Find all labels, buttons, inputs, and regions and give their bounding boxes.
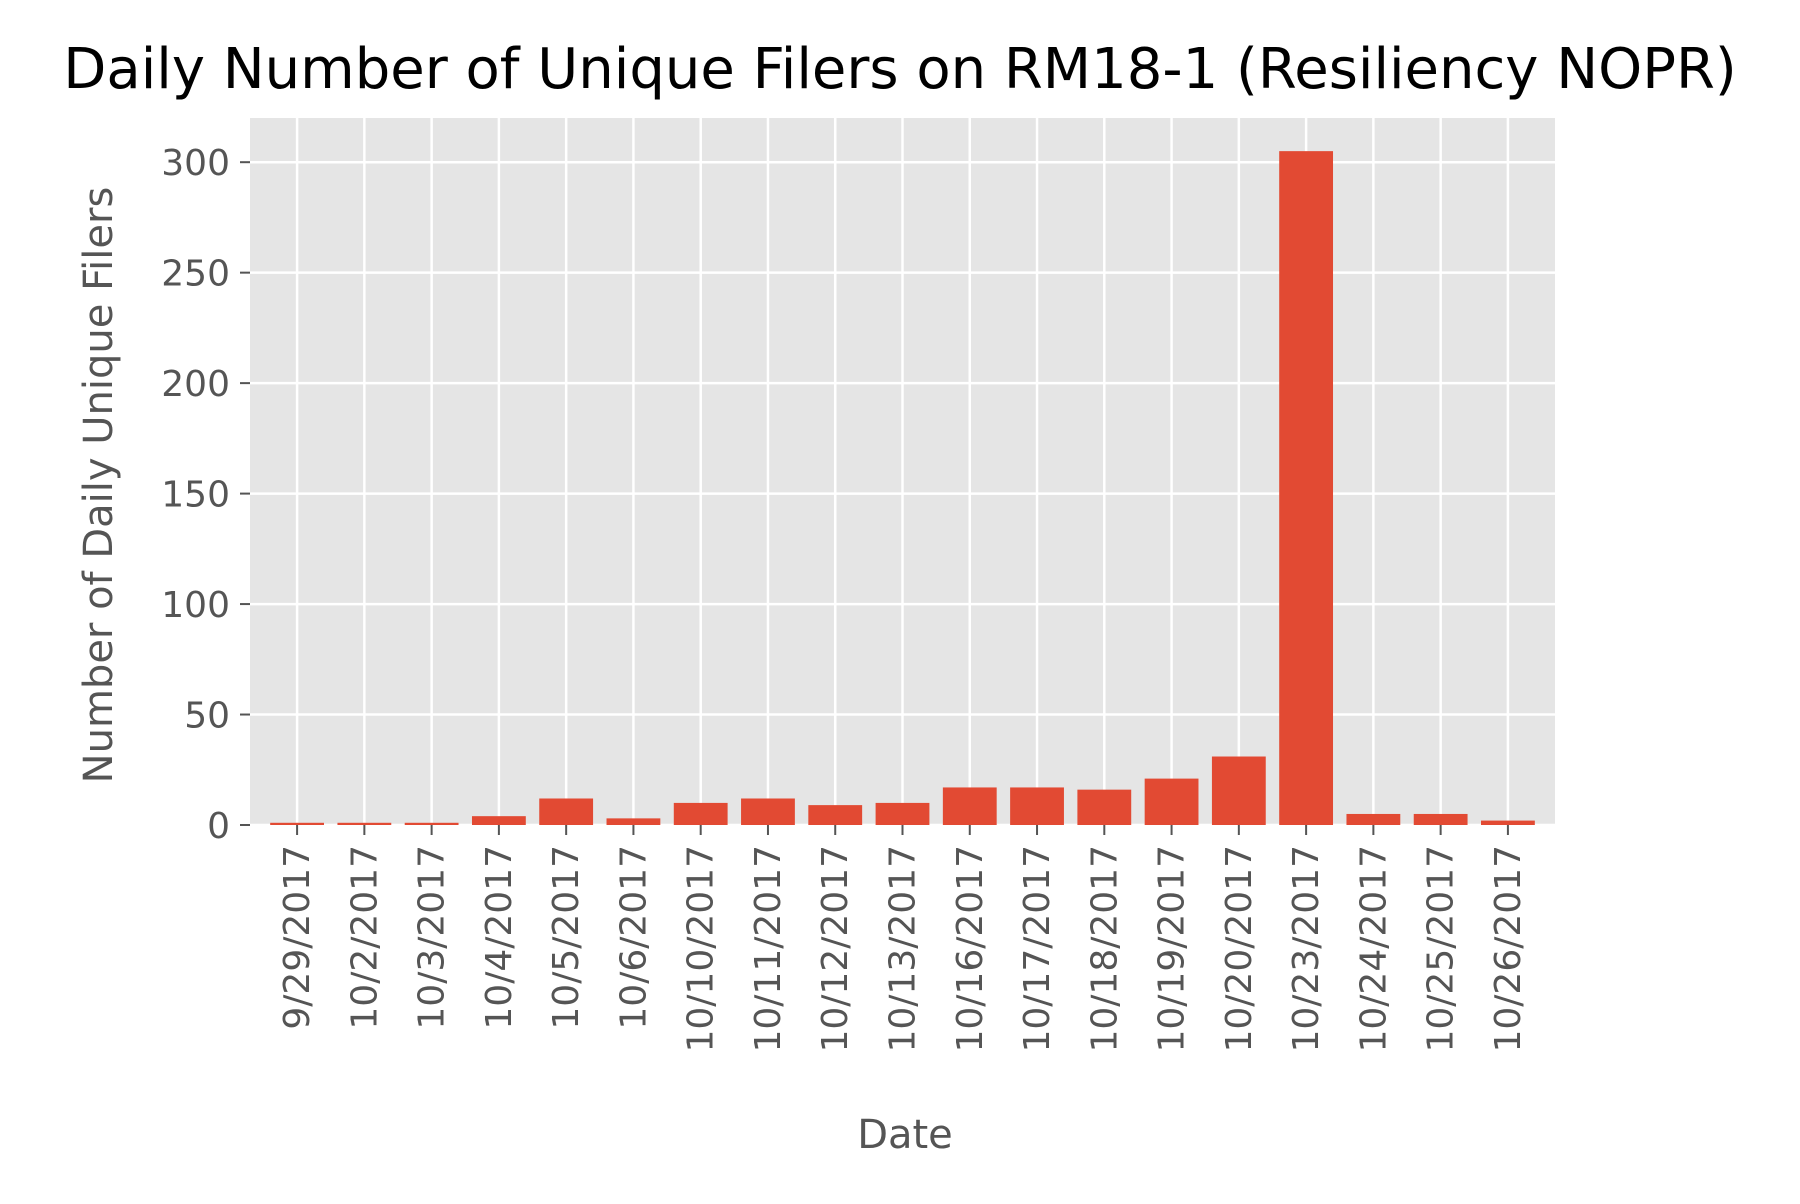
bar [404, 822, 459, 825]
x-tick-label: 10/20/2017 [1219, 845, 1260, 1053]
bar [471, 816, 526, 825]
y-tick-label: 150 [161, 475, 230, 516]
x-tick-label: 10/19/2017 [1152, 845, 1193, 1053]
bar [539, 798, 594, 825]
x-tick-label: 10/23/2017 [1286, 845, 1327, 1053]
x-tick-label: 10/5/2017 [546, 845, 587, 1030]
bar [1279, 151, 1334, 825]
x-tick-label: 10/16/2017 [950, 845, 991, 1053]
bar [1144, 778, 1199, 825]
bar [606, 818, 661, 825]
bar [875, 802, 930, 825]
y-tick-label: 50 [184, 696, 230, 737]
bar [1481, 820, 1535, 825]
bar [741, 798, 795, 825]
x-tick-label: 10/2/2017 [344, 845, 385, 1030]
plot-area [250, 118, 1555, 827]
bar [1010, 787, 1064, 825]
x-axis-label: Date [857, 1112, 953, 1158]
x-tick-label: 10/25/2017 [1421, 845, 1462, 1053]
bar [337, 822, 392, 825]
bar [1413, 813, 1468, 825]
bar [1077, 789, 1132, 825]
y-tick-label: 100 [161, 585, 230, 626]
x-tick-label: 10/18/2017 [1084, 845, 1125, 1053]
bar [270, 822, 324, 825]
y-axis-label: Number of Daily Unique Filers [76, 187, 122, 784]
y-tick-label: 0 [207, 806, 230, 847]
x-tick-label: 10/6/2017 [613, 845, 654, 1030]
y-tick-label: 300 [161, 143, 230, 184]
x-tick-label: 10/3/2017 [412, 845, 453, 1030]
x-tick-label: 10/17/2017 [1017, 845, 1058, 1053]
x-axis: 9/29/2017 10/2/2017 10/3/2017 10/4/2017 10/5… [277, 825, 1529, 1053]
y-tick-label: 250 [161, 254, 230, 295]
y-axis: 0 50 100 150 200 250 300 [161, 143, 250, 847]
chart-title: Daily Number of Unique Filers on RM18-1 … [63, 37, 1736, 102]
x-tick-label: 10/10/2017 [681, 845, 722, 1053]
bars-layer [270, 151, 1535, 825]
x-tick-label: 10/12/2017 [815, 845, 856, 1053]
bar [942, 787, 997, 825]
x-tick-label: 9/29/2017 [277, 845, 318, 1030]
x-tick-label: 10/11/2017 [748, 845, 789, 1053]
x-tick-label: 10/13/2017 [883, 845, 924, 1053]
x-tick-label: 10/24/2017 [1353, 845, 1394, 1053]
bar [673, 802, 728, 825]
x-tick-label: 10/4/2017 [479, 845, 520, 1030]
x-tick-label: 10/26/2017 [1488, 845, 1529, 1053]
y-tick-label: 200 [161, 364, 230, 405]
grid-layer [250, 118, 1555, 827]
bar [1211, 756, 1266, 825]
bar [808, 805, 863, 825]
bar [1346, 813, 1401, 825]
